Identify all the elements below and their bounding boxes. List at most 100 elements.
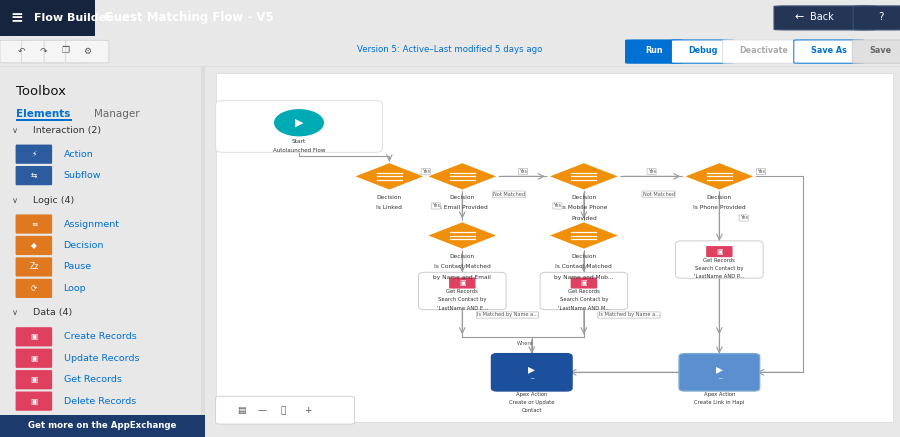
FancyBboxPatch shape bbox=[449, 277, 475, 288]
Text: Action: Action bbox=[64, 150, 94, 159]
Text: Save: Save bbox=[869, 46, 891, 55]
Text: ▸: ▸ bbox=[716, 362, 723, 376]
Text: Apex Action: Apex Action bbox=[704, 392, 735, 397]
FancyBboxPatch shape bbox=[0, 0, 94, 36]
Text: Pause: Pause bbox=[64, 263, 92, 271]
FancyBboxPatch shape bbox=[15, 257, 52, 277]
FancyBboxPatch shape bbox=[15, 370, 52, 389]
Text: Is Contact Matched: Is Contact Matched bbox=[555, 264, 612, 269]
FancyBboxPatch shape bbox=[676, 241, 763, 278]
Text: ⚡: ⚡ bbox=[32, 150, 37, 159]
Text: Where: Where bbox=[517, 341, 533, 347]
FancyBboxPatch shape bbox=[15, 236, 52, 255]
FancyBboxPatch shape bbox=[22, 40, 65, 63]
Text: ∨: ∨ bbox=[13, 195, 18, 205]
Text: Decision: Decision bbox=[64, 241, 104, 250]
Text: Decision: Decision bbox=[377, 195, 402, 200]
Text: Flow Builder: Flow Builder bbox=[34, 13, 112, 23]
Text: by Name and Mob...: by Name and Mob... bbox=[554, 275, 614, 280]
Text: Is Email Provided: Is Email Provided bbox=[436, 205, 488, 210]
Text: by Name and Email: by Name and Email bbox=[433, 275, 491, 280]
Text: Not Matched: Not Matched bbox=[643, 191, 675, 197]
Text: +: + bbox=[304, 406, 311, 415]
Text: Create Records: Create Records bbox=[64, 332, 137, 341]
Text: Debug: Debug bbox=[688, 46, 717, 55]
FancyBboxPatch shape bbox=[16, 119, 72, 121]
Text: Decision: Decision bbox=[572, 195, 597, 200]
Text: _: _ bbox=[530, 373, 534, 379]
FancyBboxPatch shape bbox=[571, 277, 597, 288]
Polygon shape bbox=[683, 162, 755, 191]
Text: ◆: ◆ bbox=[31, 241, 37, 250]
Text: Search Contact by: Search Contact by bbox=[438, 298, 487, 302]
FancyBboxPatch shape bbox=[853, 6, 900, 30]
Text: Provided: Provided bbox=[571, 215, 597, 221]
Text: Is Linked: Is Linked bbox=[376, 205, 402, 210]
FancyBboxPatch shape bbox=[15, 279, 52, 298]
Text: ↷: ↷ bbox=[40, 46, 47, 55]
FancyBboxPatch shape bbox=[94, 3, 95, 32]
Text: Yes: Yes bbox=[757, 169, 765, 174]
Text: Toolbox: Toolbox bbox=[16, 85, 67, 98]
Text: Start: Start bbox=[292, 139, 306, 144]
FancyBboxPatch shape bbox=[0, 415, 205, 437]
Text: Get more on the AppExchange: Get more on the AppExchange bbox=[29, 421, 176, 430]
Text: ≡: ≡ bbox=[11, 10, 23, 25]
Text: Save As: Save As bbox=[811, 46, 847, 55]
FancyBboxPatch shape bbox=[626, 40, 683, 63]
FancyBboxPatch shape bbox=[794, 40, 864, 63]
FancyBboxPatch shape bbox=[491, 354, 572, 391]
Text: Apex Action: Apex Action bbox=[516, 392, 547, 397]
Text: ⚙: ⚙ bbox=[83, 46, 92, 55]
Text: _: _ bbox=[717, 373, 721, 379]
Text: Delete Records: Delete Records bbox=[64, 397, 136, 406]
Text: Deactivate: Deactivate bbox=[740, 46, 788, 55]
Text: ←: ← bbox=[795, 12, 804, 22]
FancyBboxPatch shape bbox=[15, 215, 52, 234]
Text: ❐: ❐ bbox=[61, 46, 70, 55]
Text: ▶: ▶ bbox=[294, 118, 303, 128]
Text: ⛶: ⛶ bbox=[280, 406, 285, 415]
Polygon shape bbox=[353, 162, 426, 191]
Text: Yes: Yes bbox=[432, 204, 440, 208]
Text: Assignment: Assignment bbox=[64, 219, 120, 229]
Text: Interaction (2): Interaction (2) bbox=[32, 126, 101, 135]
Text: Get Records: Get Records bbox=[704, 258, 735, 263]
FancyBboxPatch shape bbox=[418, 272, 506, 310]
Text: ▸: ▸ bbox=[528, 362, 536, 376]
Text: ↶: ↶ bbox=[18, 46, 25, 55]
FancyBboxPatch shape bbox=[540, 272, 627, 310]
Text: Is Matched by Name a...: Is Matched by Name a... bbox=[598, 312, 660, 318]
FancyBboxPatch shape bbox=[671, 40, 734, 63]
Text: Back: Back bbox=[810, 12, 833, 22]
Text: Yes: Yes bbox=[422, 169, 430, 174]
FancyBboxPatch shape bbox=[216, 396, 355, 424]
Text: Not Matched: Not Matched bbox=[493, 191, 526, 197]
FancyBboxPatch shape bbox=[44, 40, 87, 63]
Text: ⇆: ⇆ bbox=[31, 171, 37, 180]
Text: Decision: Decision bbox=[450, 195, 475, 200]
Text: Yes: Yes bbox=[519, 169, 527, 174]
FancyBboxPatch shape bbox=[0, 40, 43, 63]
Text: ▣: ▣ bbox=[31, 397, 38, 406]
Text: Version 5: Active–Last modified 5 days ago: Version 5: Active–Last modified 5 days a… bbox=[357, 45, 543, 55]
Polygon shape bbox=[548, 162, 620, 191]
FancyBboxPatch shape bbox=[680, 354, 760, 391]
Text: ▣: ▣ bbox=[716, 249, 723, 255]
FancyBboxPatch shape bbox=[706, 246, 733, 257]
Text: Zz: Zz bbox=[29, 263, 39, 271]
Text: Subflow: Subflow bbox=[64, 171, 101, 180]
Text: Contact: Contact bbox=[521, 408, 542, 413]
FancyBboxPatch shape bbox=[774, 6, 876, 30]
Polygon shape bbox=[548, 222, 620, 250]
Text: Loop: Loop bbox=[64, 284, 86, 293]
Text: ▣: ▣ bbox=[31, 332, 38, 341]
Text: Is Contact Matched: Is Contact Matched bbox=[434, 264, 491, 269]
Text: ▣: ▣ bbox=[459, 280, 465, 286]
FancyBboxPatch shape bbox=[723, 40, 806, 63]
Text: Logic (4): Logic (4) bbox=[32, 195, 74, 205]
FancyBboxPatch shape bbox=[201, 67, 205, 437]
Text: Decision: Decision bbox=[450, 254, 475, 259]
Text: ▣: ▣ bbox=[31, 354, 38, 363]
Text: Search Contact by: Search Contact by bbox=[560, 298, 608, 302]
